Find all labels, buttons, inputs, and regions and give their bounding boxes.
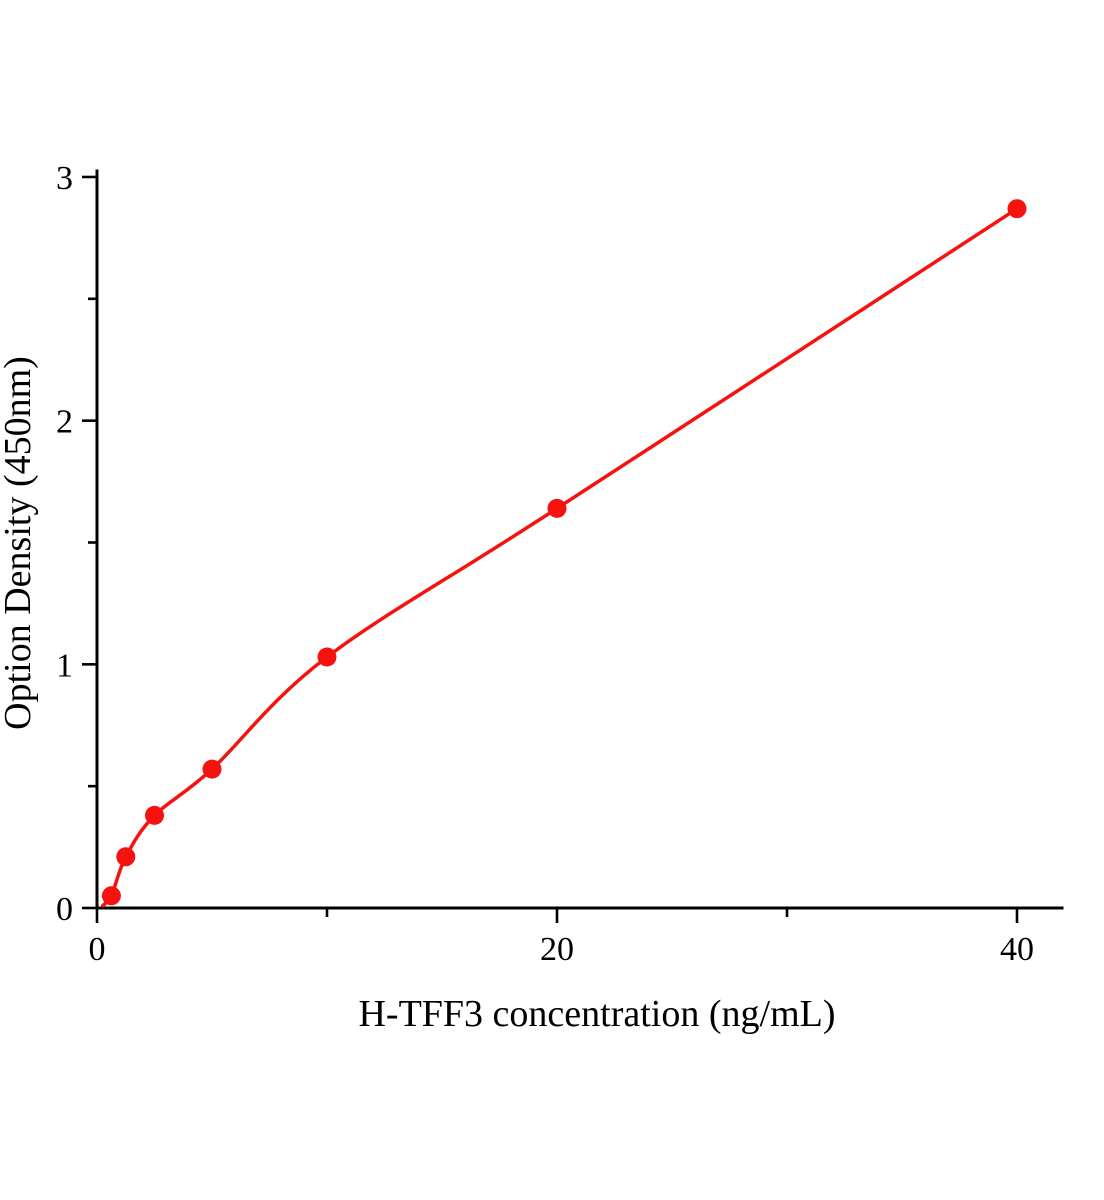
y-axis-tick-label: 2: [56, 404, 73, 441]
x-axis-tick-label: 0: [89, 931, 106, 968]
data-point-marker: [1007, 199, 1027, 219]
data-point-marker: [202, 759, 222, 779]
fit-curve: [101, 206, 1019, 908]
y-axis-tick-label: 0: [56, 891, 73, 928]
plot-generated-layer: 0 20 40 0 1 2 3: [56, 160, 1064, 968]
data-point-marker: [317, 647, 337, 667]
data-point-marker: [116, 847, 136, 867]
y-axis-tick-label: 3: [56, 160, 73, 197]
data-point-marker: [101, 886, 121, 906]
data-point-marker: [145, 805, 164, 825]
x-axis-tick-label: 20: [540, 931, 574, 968]
x-axis-tick-label: 40: [1000, 931, 1034, 968]
x-axis-title: H-TFF3 concentration (ng/mL): [358, 993, 835, 1035]
y-axis-tick-label: 1: [56, 647, 73, 684]
data-point-marker: [547, 498, 567, 518]
y-axis-title: Option Density (450nm): [0, 356, 39, 730]
